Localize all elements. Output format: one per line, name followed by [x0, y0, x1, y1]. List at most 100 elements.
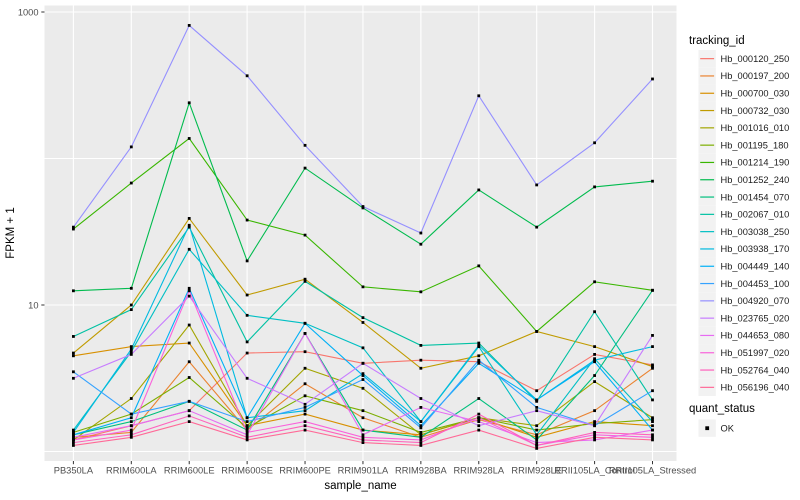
- data-point: [129, 181, 133, 185]
- legend-item-label: Hb_000120_250: [721, 54, 790, 64]
- data-point: [477, 358, 481, 362]
- data-point: [72, 438, 75, 442]
- data-point: [361, 428, 365, 432]
- data-point: [361, 386, 365, 390]
- legend-item-Hb_004449_140: Hb_004449_140: [698, 257, 789, 275]
- data-point: [129, 412, 133, 416]
- legend-item-label: Hb_001195_180: [721, 140, 789, 150]
- data-point: [477, 188, 481, 192]
- data-point: [187, 399, 191, 403]
- legend-item-label: Hb_000197_200: [721, 71, 790, 81]
- legend-entries: Hb_000120_250 Hb_000197_200 Hb_000700_030 H…: [698, 50, 790, 396]
- data-point: [593, 420, 596, 423]
- legend-item-Hb_056196_040: Hb_056196_040: [698, 378, 790, 396]
- data-point: [477, 416, 481, 420]
- data-point: [72, 444, 75, 447]
- legend-item-Hb_044653_080: Hb_044653_080: [698, 326, 789, 345]
- data-point: [129, 345, 133, 349]
- data-point: [593, 353, 596, 356]
- data-point: [651, 438, 654, 442]
- x-tick-label: RRIM600LA: [106, 466, 157, 476]
- data-point: [593, 424, 596, 428]
- data-point: [72, 289, 75, 293]
- legend-item-label: Hb_004920_070: [721, 296, 790, 306]
- data-point: [477, 354, 481, 358]
- legend-quant-status: quant_status OK: [689, 403, 755, 437]
- data-point: [187, 217, 191, 220]
- legend-item-Hb_001016_010: Hb_001016_010: [698, 119, 789, 137]
- data-point: [361, 433, 365, 437]
- x-tick-label: RRIM600LE: [164, 466, 215, 476]
- legend-item-label: Hb_001214_190: [721, 158, 790, 168]
- data-point: [651, 424, 654, 428]
- data-point: [303, 279, 307, 283]
- data-point: [651, 288, 654, 292]
- data-point: [245, 431, 249, 434]
- data-point: [129, 350, 133, 354]
- data-point: [593, 345, 596, 349]
- axis-ticks: [41, 11, 653, 465]
- data-point: [535, 441, 539, 445]
- data-point: [361, 374, 365, 377]
- data-point: [419, 242, 423, 246]
- legend-item-Hb_001454_070: Hb_001454_070: [698, 188, 789, 206]
- data-point: [593, 409, 596, 413]
- data-point: [535, 438, 539, 442]
- data-point: [245, 435, 249, 439]
- series-points-Hb_052764_040: [72, 412, 654, 447]
- data-point: [245, 438, 249, 442]
- data-point: [361, 346, 365, 350]
- data-point: [651, 420, 654, 423]
- data-point: [72, 227, 75, 231]
- data-point: [651, 398, 654, 402]
- data-point: [361, 361, 365, 365]
- data-point: [72, 225, 75, 229]
- data-point: [419, 290, 423, 294]
- data-point: [419, 435, 423, 439]
- legend-item-label: Hb_000732_030: [721, 106, 790, 116]
- data-point: [361, 316, 365, 320]
- data-point: [187, 323, 191, 327]
- black-square-point-icon: [705, 426, 710, 431]
- data-point: [419, 438, 423, 442]
- legend-item-Hb_000120_250: Hb_000120_250: [698, 50, 790, 68]
- data-point: [477, 397, 481, 400]
- data-point: [651, 433, 654, 437]
- data-point: [651, 366, 654, 370]
- data-point: [361, 438, 365, 442]
- legend-item-label: Hb_056196_040: [721, 383, 790, 393]
- data-point: [535, 183, 539, 187]
- data-point: [187, 420, 191, 423]
- data-point: [129, 420, 133, 423]
- legend-item-label: Hb_003938_170: [721, 244, 790, 254]
- data-point: [303, 350, 307, 354]
- data-point: [651, 363, 654, 367]
- data-point: [187, 360, 191, 364]
- data-point: [72, 428, 75, 432]
- data-point: [477, 264, 481, 268]
- data-point: [303, 366, 307, 370]
- data-point: [477, 420, 481, 423]
- data-point: [651, 77, 654, 81]
- x-tick-label: RRIM600SE: [221, 466, 273, 476]
- data-point: [477, 418, 481, 422]
- data-point: [245, 293, 249, 297]
- legend-item-label: Hb_003038_250: [721, 227, 790, 237]
- data-point: [187, 24, 191, 27]
- data-point: [535, 330, 539, 333]
- data-point: [419, 424, 423, 428]
- legend-item-Hb_000197_200: Hb_000197_200: [698, 67, 790, 85]
- data-point: [187, 247, 191, 251]
- legend-item-label: Hb_004453_100: [721, 279, 790, 289]
- data-point: [477, 428, 481, 432]
- data-point: [419, 420, 423, 423]
- data-point: [535, 446, 539, 450]
- data-point: [187, 225, 191, 229]
- data-point: [129, 145, 133, 149]
- legend-item-Hb_051997_020: Hb_051997_020: [698, 344, 789, 362]
- data-point: [129, 347, 133, 351]
- data-point: [129, 424, 133, 428]
- data-point: [593, 431, 596, 434]
- data-point: [245, 218, 249, 222]
